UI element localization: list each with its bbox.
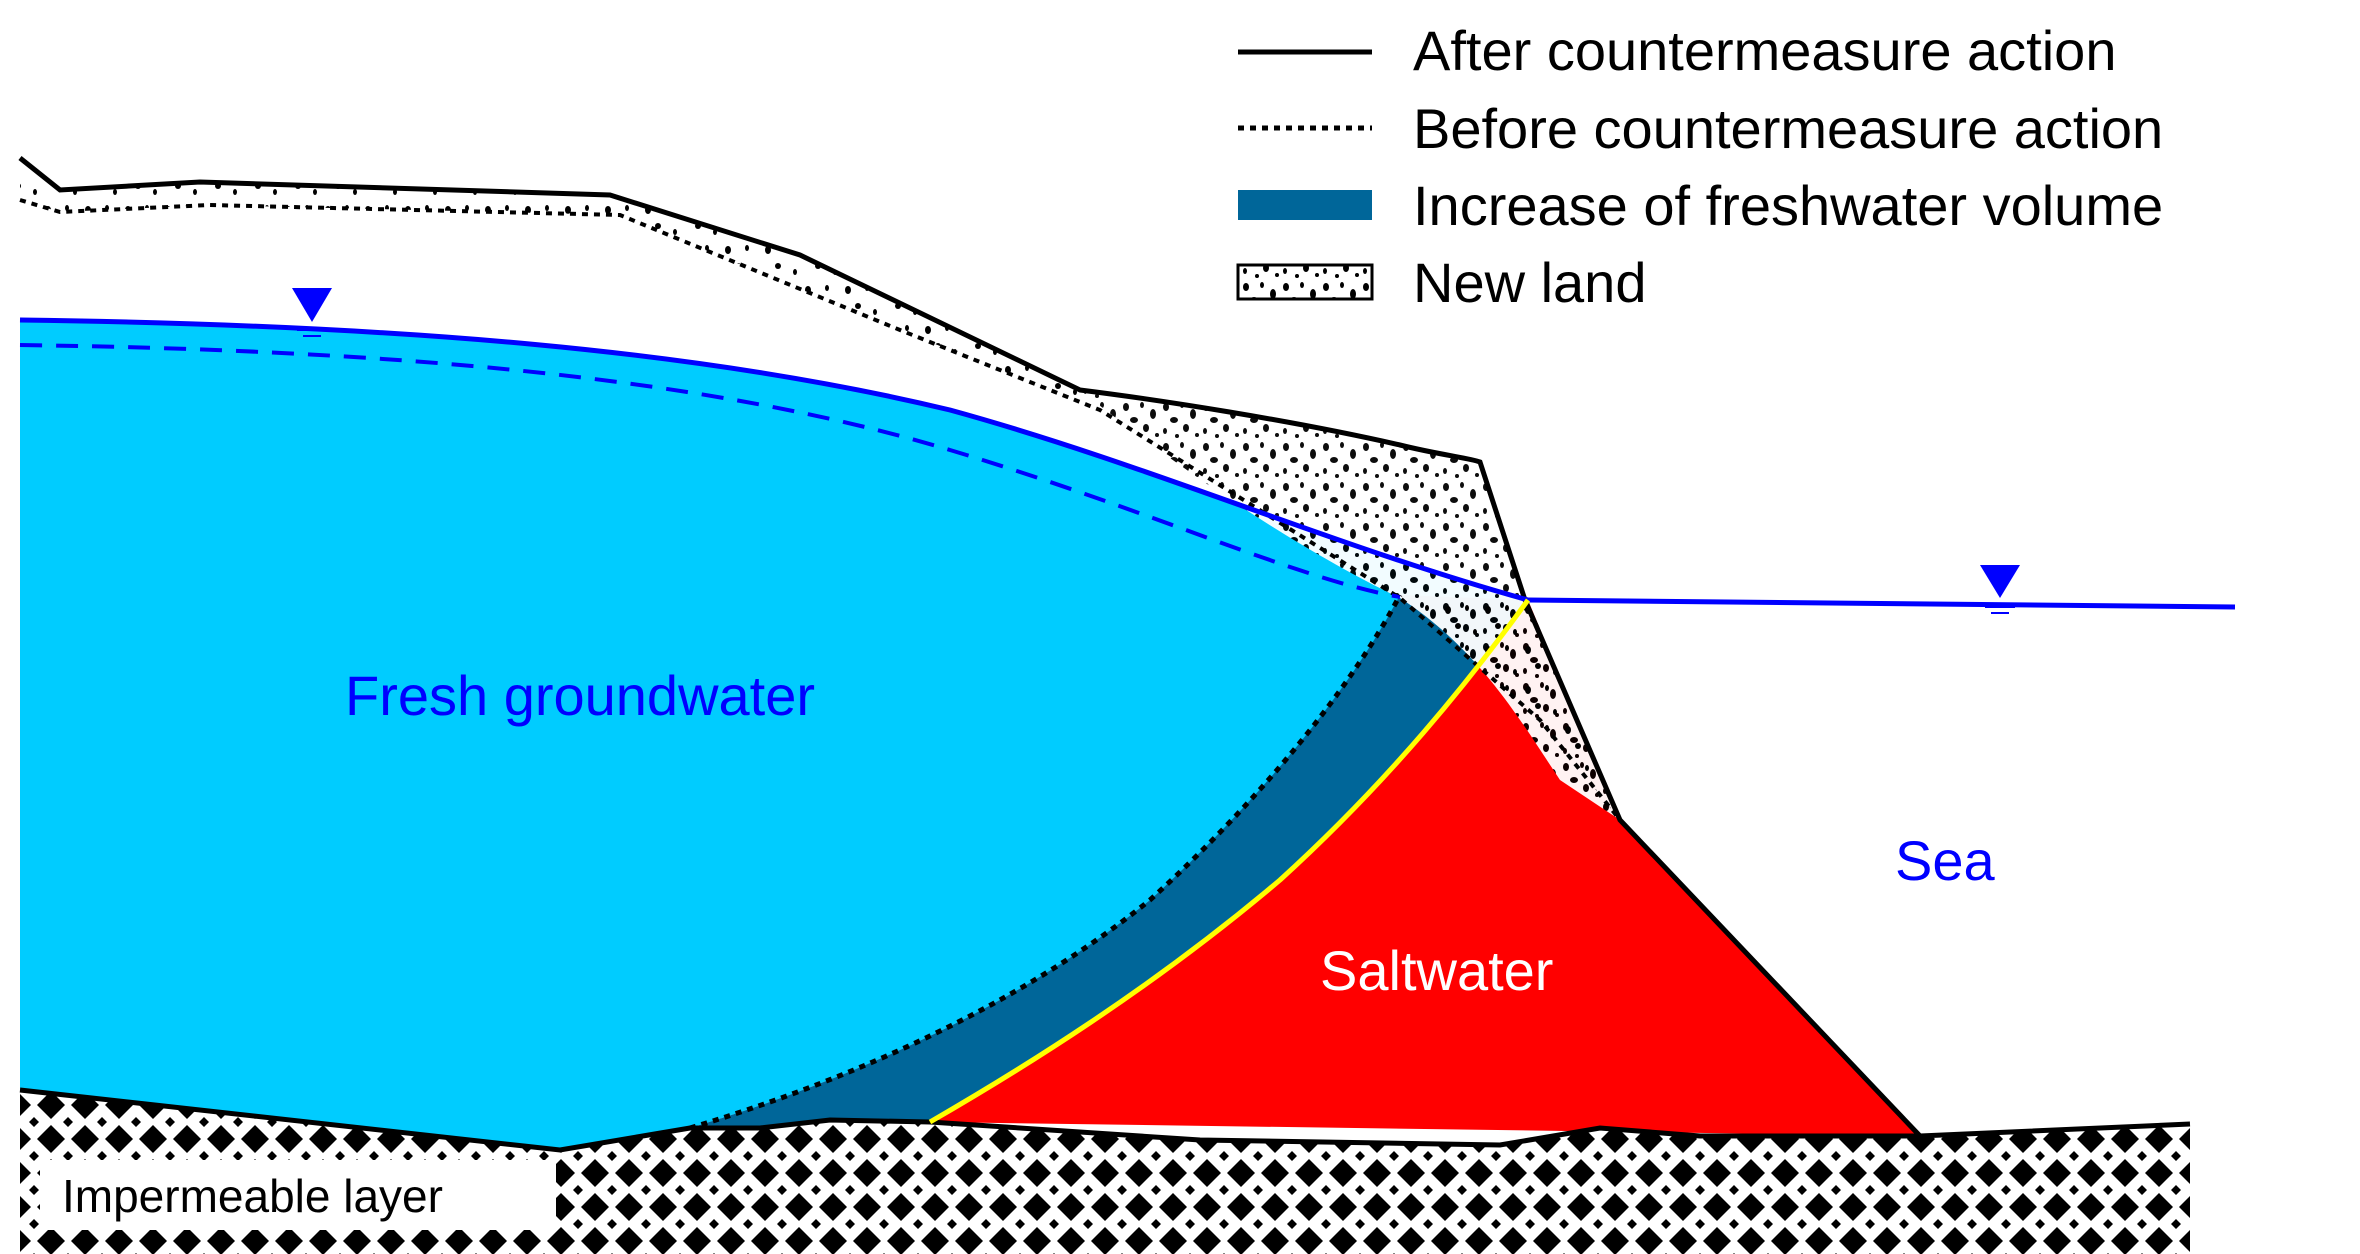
water-table-marker-land xyxy=(292,288,332,337)
ground-surface-before xyxy=(19,198,1622,822)
new-land-speckle-overlay xyxy=(1400,598,1620,820)
impermeable-layer-label: Impermeable layer xyxy=(62,1170,443,1222)
interface-after xyxy=(928,598,1531,1125)
upper-ground-hatch xyxy=(20,175,1100,410)
water-table-before xyxy=(19,343,1401,599)
impermeable-label-bg xyxy=(40,1160,556,1230)
saltwater-label: Saltwater xyxy=(1320,939,1553,1002)
legend: After countermeasure action Before count… xyxy=(1236,19,2163,314)
impermeable-layer xyxy=(20,1090,2190,1254)
legend-newland-swatch xyxy=(1236,263,1374,301)
legend-after-label: After countermeasure action xyxy=(1413,19,2116,82)
fresh-groundwater-region xyxy=(20,320,1530,1150)
legend-increase-swatch xyxy=(1238,190,1372,220)
freshwater-increase-region xyxy=(690,595,1528,1128)
water-table-after xyxy=(19,317,1529,603)
new-land-region xyxy=(1080,390,1620,820)
legend-before-label: Before countermeasure action xyxy=(1413,97,2163,160)
sea-label: Sea xyxy=(1895,829,1995,892)
water-table-marker-sea xyxy=(1980,565,2020,614)
ground-surface-after xyxy=(18,156,1922,1138)
legend-increase-label: Increase of freshwater volume xyxy=(1413,174,2163,237)
interface-before xyxy=(689,593,1403,1131)
saltwater-region xyxy=(930,600,1920,1136)
fresh-groundwater-label: Fresh groundwater xyxy=(345,664,815,727)
sea-level-line xyxy=(1527,597,2236,610)
impermeable-layer-top-outline xyxy=(19,1087,2191,1153)
legend-newland-label: New land xyxy=(1413,251,1646,314)
